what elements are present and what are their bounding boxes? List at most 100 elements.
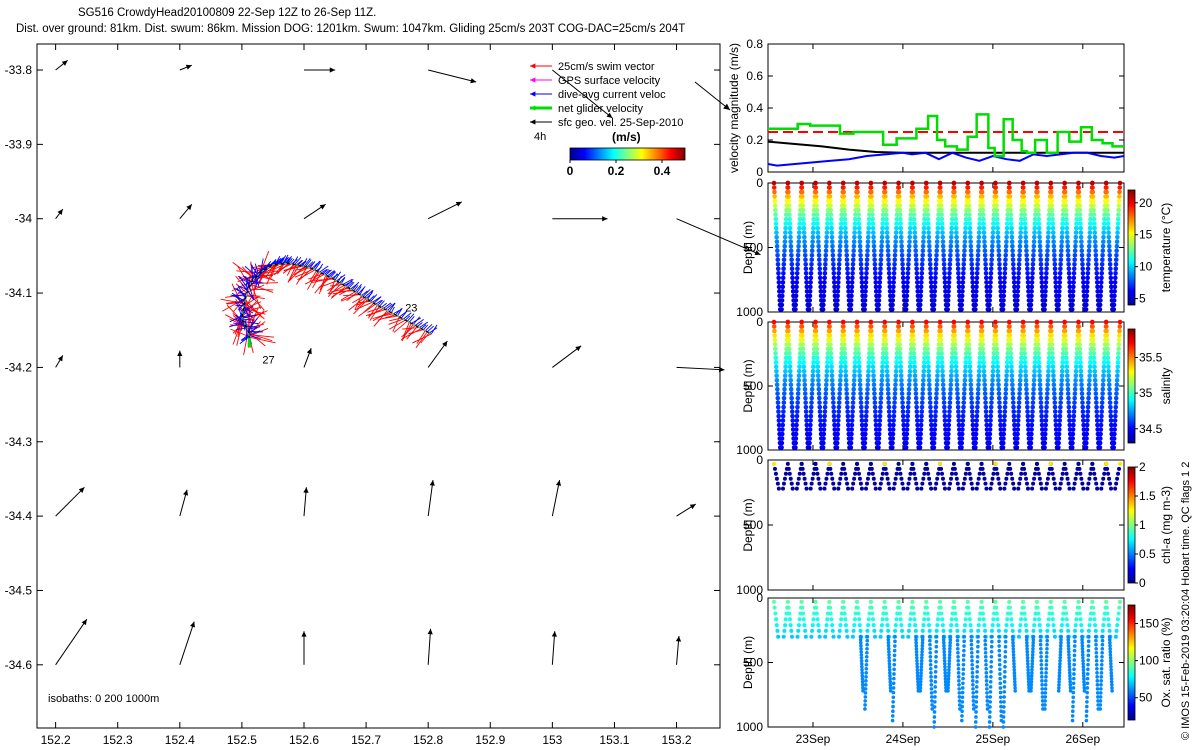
profile-point — [1063, 337, 1068, 343]
profile-point — [980, 466, 985, 471]
profile-point — [997, 662, 1002, 667]
profile-point — [774, 239, 780, 244]
profile-point — [981, 471, 986, 476]
profile-point — [829, 225, 834, 231]
profile-point — [1112, 293, 1117, 299]
profile-point — [1043, 683, 1048, 687]
swim-vector — [416, 330, 426, 344]
profile-point — [929, 427, 934, 432]
profile-point — [929, 667, 933, 671]
profile-point — [1080, 634, 1084, 639]
map-ytick-label: -34.2 — [5, 360, 33, 374]
profile-point — [1050, 611, 1055, 616]
profile-point — [1011, 643, 1015, 648]
velocity-series-line — [767, 151, 1125, 167]
profile-point — [824, 234, 829, 240]
profile-point — [844, 628, 849, 633]
swim-vector — [348, 297, 365, 311]
profile-point — [1024, 395, 1030, 401]
profile-point — [837, 248, 843, 254]
profile-point — [772, 203, 778, 208]
profile-point — [1099, 683, 1103, 687]
profile-point — [789, 481, 794, 486]
profile-point — [956, 284, 962, 290]
profile-point — [917, 445, 923, 450]
profile-point — [825, 355, 830, 361]
profile-point — [960, 427, 965, 432]
profile-point — [1010, 623, 1015, 628]
profile-point — [1011, 637, 1015, 642]
profile-point — [892, 257, 898, 263]
profile-point — [963, 471, 968, 476]
profile-point — [1032, 364, 1038, 370]
profile-point — [1099, 486, 1104, 491]
profile-point — [983, 271, 989, 276]
profile-point — [1001, 431, 1007, 437]
profile-point — [1038, 252, 1043, 258]
profile-point — [906, 248, 912, 254]
profile-point — [927, 248, 932, 254]
profile-point — [1050, 212, 1055, 217]
profile-point — [1080, 637, 1084, 642]
swim-vector — [257, 275, 274, 281]
profile-point — [851, 628, 856, 633]
profile-point — [844, 257, 850, 263]
profile-point — [933, 400, 939, 405]
profile-point — [935, 360, 941, 365]
dac-vector — [278, 257, 285, 265]
profile-point — [925, 466, 930, 471]
profile-point — [1040, 683, 1044, 687]
profile-point — [915, 661, 919, 666]
profile-point — [809, 400, 814, 405]
profile-point — [843, 373, 849, 379]
profile-point — [1003, 639, 1008, 644]
profile-point — [1108, 481, 1113, 486]
profile-point — [1095, 675, 1099, 679]
profile-point — [1058, 646, 1063, 651]
profile-point — [844, 395, 850, 401]
profile-point — [919, 413, 924, 419]
colorbar-tick-label: 20 — [1139, 196, 1153, 210]
profile-point — [947, 404, 952, 410]
profile-point — [796, 623, 801, 628]
profile-point — [918, 680, 923, 684]
profile-point — [1004, 239, 1009, 244]
profile-point — [1046, 355, 1052, 361]
profile-point — [1078, 617, 1083, 622]
profile-point — [1039, 413, 1044, 419]
profile-point — [1031, 382, 1037, 388]
profile-point — [1070, 302, 1075, 308]
profile-point — [1104, 328, 1109, 334]
profile-point — [782, 234, 788, 240]
profile-point — [921, 364, 927, 370]
profile-point — [1057, 668, 1062, 672]
profile-point — [1025, 652, 1030, 657]
profile-point — [982, 248, 988, 254]
profile-point — [1115, 355, 1121, 361]
dac-vector — [421, 324, 427, 329]
profile-point — [1092, 230, 1098, 235]
profile-point — [1030, 652, 1035, 657]
profile-point — [977, 216, 983, 222]
swim-vector — [307, 271, 319, 290]
profile-point — [783, 360, 789, 365]
profile-point — [998, 284, 1003, 290]
profile-point — [827, 194, 833, 199]
profile-point — [885, 234, 890, 240]
profile-point — [896, 324, 902, 329]
profile-point — [1099, 261, 1105, 267]
profile-point — [970, 422, 976, 428]
profile-point — [795, 395, 801, 401]
profile-point — [1056, 302, 1061, 308]
profile-point — [775, 266, 781, 272]
profile-point — [827, 461, 832, 466]
profile-point — [981, 355, 986, 361]
profile-point — [873, 634, 878, 639]
profile-point — [794, 486, 799, 491]
profile-point — [1086, 644, 1091, 648]
dac-vector — [234, 318, 245, 325]
profile-point — [1018, 225, 1024, 231]
profile-point — [905, 486, 910, 491]
profile-point — [905, 280, 910, 285]
profile-point — [1083, 307, 1089, 312]
